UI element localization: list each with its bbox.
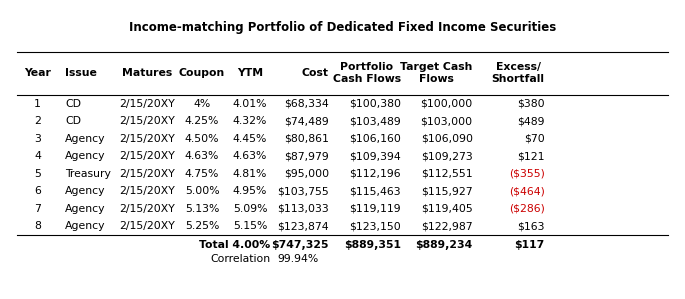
Text: 2/15/20XY: 2/15/20XY — [119, 99, 175, 109]
Text: 2/15/20XY: 2/15/20XY — [119, 134, 175, 144]
Text: $68,334: $68,334 — [284, 99, 329, 109]
Text: $115,463: $115,463 — [349, 186, 401, 196]
Text: Portfolio
Cash Flows: Portfolio Cash Flows — [333, 62, 401, 85]
Text: 6: 6 — [34, 186, 41, 196]
Text: 4%: 4% — [193, 99, 211, 109]
Text: $103,489: $103,489 — [349, 116, 401, 126]
Text: $103,755: $103,755 — [277, 186, 329, 196]
Text: ($286): ($286) — [509, 204, 545, 214]
Text: 4.45%: 4.45% — [233, 134, 267, 144]
Text: Agency: Agency — [65, 134, 105, 144]
Text: $119,119: $119,119 — [349, 204, 401, 214]
Text: 5: 5 — [34, 169, 41, 179]
Text: $747,325: $747,325 — [271, 239, 329, 250]
Text: $889,234: $889,234 — [415, 239, 473, 250]
Text: $123,150: $123,150 — [349, 221, 401, 231]
Text: YTM: YTM — [237, 68, 263, 79]
Text: 5.13%: 5.13% — [185, 204, 219, 214]
Text: $489: $489 — [517, 116, 545, 126]
Text: 4.63%: 4.63% — [233, 151, 267, 161]
Text: CD: CD — [65, 99, 81, 109]
Text: $103,000: $103,000 — [421, 116, 473, 126]
Text: 4.75%: 4.75% — [185, 169, 219, 179]
Text: 5.15%: 5.15% — [233, 221, 267, 231]
Text: $122,987: $122,987 — [421, 221, 473, 231]
Text: Agency: Agency — [65, 221, 105, 231]
Text: 2/15/20XY: 2/15/20XY — [119, 169, 175, 179]
Text: Treasury: Treasury — [65, 169, 111, 179]
Text: 99.94%: 99.94% — [277, 254, 319, 264]
Text: 2/15/20XY: 2/15/20XY — [119, 204, 175, 214]
Text: Issue: Issue — [65, 68, 97, 79]
Text: CD: CD — [65, 116, 81, 126]
Text: $119,405: $119,405 — [421, 204, 473, 214]
Text: $115,927: $115,927 — [421, 186, 473, 196]
Text: 8: 8 — [34, 221, 41, 231]
Text: Excess/
Shortfall: Excess/ Shortfall — [492, 62, 545, 85]
Text: 4: 4 — [34, 151, 41, 161]
Text: 4.32%: 4.32% — [233, 116, 267, 126]
Text: Year: Year — [24, 68, 51, 79]
Text: $106,090: $106,090 — [421, 134, 473, 144]
Text: $109,273: $109,273 — [421, 151, 473, 161]
Text: $113,033: $113,033 — [277, 204, 329, 214]
Text: 4.01%: 4.01% — [233, 99, 267, 109]
Text: $109,394: $109,394 — [349, 151, 401, 161]
Text: $70: $70 — [524, 134, 545, 144]
Text: 7: 7 — [34, 204, 41, 214]
Text: 4.50%: 4.50% — [185, 134, 219, 144]
Text: $380: $380 — [517, 99, 545, 109]
Text: ($355): ($355) — [509, 169, 545, 179]
Text: Agency: Agency — [65, 204, 105, 214]
Text: Agency: Agency — [65, 186, 105, 196]
Text: 5.09%: 5.09% — [233, 204, 267, 214]
Text: $95,000: $95,000 — [284, 169, 329, 179]
Text: $74,489: $74,489 — [284, 116, 329, 126]
Text: $121: $121 — [517, 151, 545, 161]
Text: Total 4.00%: Total 4.00% — [199, 239, 271, 250]
Text: 4.81%: 4.81% — [233, 169, 267, 179]
Text: $889,351: $889,351 — [344, 239, 401, 250]
Text: 5.25%: 5.25% — [185, 221, 219, 231]
Text: $106,160: $106,160 — [349, 134, 401, 144]
Text: $112,551: $112,551 — [421, 169, 473, 179]
Text: Agency: Agency — [65, 151, 105, 161]
Text: $163: $163 — [517, 221, 545, 231]
Text: $80,861: $80,861 — [284, 134, 329, 144]
Text: Cost: Cost — [302, 68, 329, 79]
Text: $123,874: $123,874 — [277, 221, 329, 231]
Text: Correlation: Correlation — [210, 254, 271, 264]
Text: Matures: Matures — [122, 68, 173, 79]
Text: $117: $117 — [514, 239, 545, 250]
Text: 4.95%: 4.95% — [233, 186, 267, 196]
Text: Coupon: Coupon — [179, 68, 225, 79]
Text: 2/15/20XY: 2/15/20XY — [119, 221, 175, 231]
Text: $100,000: $100,000 — [421, 99, 473, 109]
Text: $112,196: $112,196 — [349, 169, 401, 179]
Text: 2/15/20XY: 2/15/20XY — [119, 186, 175, 196]
Text: Target Cash
Flows: Target Cash Flows — [400, 62, 473, 85]
Text: 1: 1 — [34, 99, 41, 109]
Text: 2: 2 — [34, 116, 41, 126]
Text: ($464): ($464) — [509, 186, 545, 196]
Text: $87,979: $87,979 — [284, 151, 329, 161]
Text: $100,380: $100,380 — [349, 99, 401, 109]
Text: Income-matching Portfolio of Dedicated Fixed Income Securities: Income-matching Portfolio of Dedicated F… — [129, 22, 556, 34]
Text: 4.25%: 4.25% — [185, 116, 219, 126]
Text: 2/15/20XY: 2/15/20XY — [119, 116, 175, 126]
Text: 2/15/20XY: 2/15/20XY — [119, 151, 175, 161]
Text: 4.63%: 4.63% — [185, 151, 219, 161]
Text: 5.00%: 5.00% — [185, 186, 219, 196]
Text: 3: 3 — [34, 134, 41, 144]
